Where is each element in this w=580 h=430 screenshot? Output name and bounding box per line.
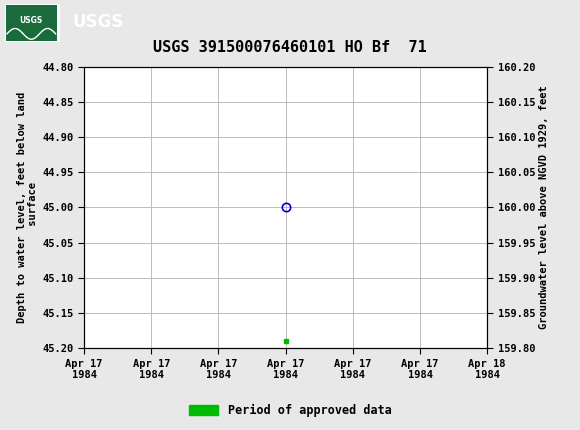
Text: USGS: USGS <box>20 16 43 25</box>
Y-axis label: Groundwater level above NGVD 1929, feet: Groundwater level above NGVD 1929, feet <box>539 86 549 329</box>
Legend: Period of approved data: Period of approved data <box>184 399 396 422</box>
FancyBboxPatch shape <box>5 3 60 42</box>
FancyBboxPatch shape <box>6 4 57 41</box>
Text: USGS 391500076460101 HO Bf  71: USGS 391500076460101 HO Bf 71 <box>153 40 427 55</box>
Text: USGS: USGS <box>72 12 124 31</box>
Y-axis label: Depth to water level, feet below land
 surface: Depth to water level, feet below land su… <box>17 92 38 323</box>
